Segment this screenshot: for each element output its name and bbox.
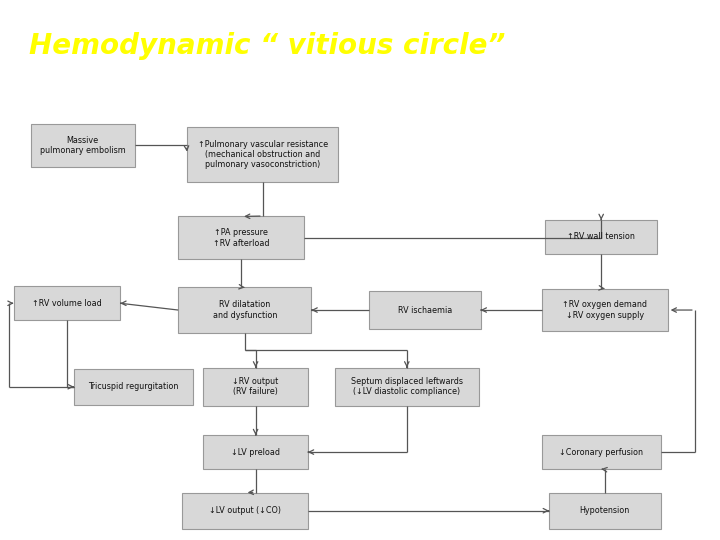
FancyBboxPatch shape [31,124,135,167]
Text: RV ischaemia: RV ischaemia [397,306,452,314]
FancyBboxPatch shape [541,288,668,332]
FancyBboxPatch shape [335,368,479,406]
Text: ↑PA pressure
↑RV afterload: ↑PA pressure ↑RV afterload [213,228,269,248]
Text: ↑RV oxygen demand
↓RV oxygen supply: ↑RV oxygen demand ↓RV oxygen supply [562,300,647,320]
Text: ↓RV output
(RV failure): ↓RV output (RV failure) [233,377,279,396]
Text: ↓LV preload: ↓LV preload [231,448,280,457]
Text: ↓LV output (↓CO): ↓LV output (↓CO) [209,506,281,515]
FancyBboxPatch shape [179,217,304,259]
FancyBboxPatch shape [203,435,308,469]
Text: Massive
pulmonary embolism: Massive pulmonary embolism [40,136,126,155]
FancyBboxPatch shape [549,492,661,529]
FancyBboxPatch shape [546,220,657,254]
FancyBboxPatch shape [541,435,661,469]
Text: ↓Coronary perfusion: ↓Coronary perfusion [559,448,643,457]
Text: ↑RV volume load: ↑RV volume load [32,299,102,308]
Text: Tricuspid regurgitation: Tricuspid regurgitation [88,382,179,391]
Text: ↑RV wall tension: ↑RV wall tension [567,233,635,241]
Text: Septum displaced leftwards
(↓LV diastolic compliance): Septum displaced leftwards (↓LV diastoli… [351,377,463,396]
FancyBboxPatch shape [187,127,338,181]
FancyBboxPatch shape [179,287,311,333]
FancyBboxPatch shape [14,286,120,320]
FancyBboxPatch shape [203,368,308,406]
Text: ↑Pulmonary vascular resistance
(mechanical obstruction and
pulmonary vasoconstri: ↑Pulmonary vascular resistance (mechanic… [198,139,328,170]
FancyBboxPatch shape [369,291,481,329]
FancyBboxPatch shape [182,492,308,529]
Text: Hypotension: Hypotension [580,506,630,515]
Text: Hemodynamic “ vitious circle”: Hemodynamic “ vitious circle” [29,32,505,60]
Text: RV dilatation
and dysfunction: RV dilatation and dysfunction [212,300,277,320]
FancyBboxPatch shape [73,369,193,405]
